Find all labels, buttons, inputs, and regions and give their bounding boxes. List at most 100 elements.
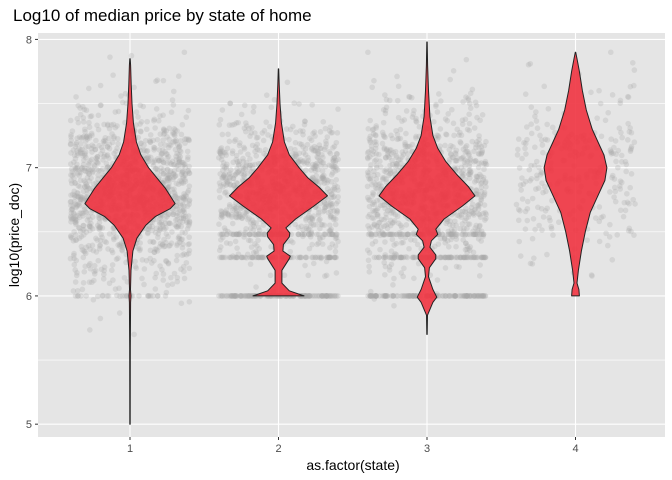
data-point xyxy=(290,123,296,130)
data-point xyxy=(376,180,383,187)
data-point xyxy=(627,146,634,153)
data-point xyxy=(399,231,406,238)
data-point xyxy=(306,293,313,299)
data-point xyxy=(168,170,174,176)
data-point xyxy=(249,217,255,224)
data-point xyxy=(367,293,374,299)
data-point xyxy=(216,149,223,155)
data-point xyxy=(625,93,631,100)
data-point xyxy=(228,212,235,218)
data-point xyxy=(317,163,324,169)
data-point xyxy=(314,145,320,151)
data-point xyxy=(309,161,316,168)
data-point xyxy=(374,171,381,178)
data-point xyxy=(321,146,328,153)
data-point xyxy=(157,215,163,221)
data-point xyxy=(75,183,82,189)
data-point xyxy=(150,239,156,245)
data-point xyxy=(172,127,179,133)
data-point xyxy=(78,194,85,200)
data-point xyxy=(327,188,333,195)
data-point xyxy=(167,242,173,249)
data-point xyxy=(68,232,74,239)
data-point xyxy=(313,177,320,184)
data-point xyxy=(516,238,523,245)
data-point xyxy=(151,257,157,264)
data-point xyxy=(237,149,244,155)
data-point xyxy=(394,136,401,143)
data-point xyxy=(144,148,151,154)
data-point xyxy=(137,140,144,146)
data-point xyxy=(305,293,312,299)
data-point xyxy=(313,172,320,179)
data-point xyxy=(365,213,372,220)
data-point xyxy=(133,109,140,115)
data-point xyxy=(382,293,388,299)
data-point xyxy=(624,190,630,197)
data-point xyxy=(310,130,316,137)
data-point xyxy=(80,222,87,229)
data-point xyxy=(186,234,192,241)
data-point xyxy=(300,227,306,233)
data-point xyxy=(308,215,315,222)
data-point xyxy=(80,210,86,217)
data-point xyxy=(479,147,486,154)
data-point xyxy=(448,231,454,237)
data-point xyxy=(332,254,339,261)
data-point xyxy=(383,211,389,217)
data-point xyxy=(173,257,180,264)
data-point xyxy=(398,293,405,299)
data-point xyxy=(322,231,328,238)
data-point xyxy=(439,231,446,238)
data-point xyxy=(81,157,87,164)
data-point xyxy=(152,165,159,172)
data-point xyxy=(71,170,77,177)
data-point xyxy=(133,265,140,271)
data-point xyxy=(389,254,396,261)
data-point xyxy=(320,175,326,181)
data-point xyxy=(69,172,76,179)
data-point xyxy=(390,293,397,299)
data-point xyxy=(524,198,531,205)
data-point xyxy=(397,234,404,240)
data-point xyxy=(235,161,242,167)
data-point xyxy=(438,98,444,104)
data-point xyxy=(237,293,244,299)
data-point xyxy=(230,175,237,182)
data-point xyxy=(159,221,166,228)
data-point xyxy=(395,114,402,121)
data-point xyxy=(453,151,459,157)
data-point xyxy=(319,175,326,182)
data-point xyxy=(180,168,186,175)
data-point xyxy=(300,128,306,134)
data-point xyxy=(331,143,338,150)
data-point xyxy=(86,279,93,285)
data-point xyxy=(221,149,227,156)
data-point xyxy=(232,293,239,299)
data-point xyxy=(401,293,407,299)
data-point xyxy=(462,149,469,155)
data-point xyxy=(398,270,405,276)
data-point xyxy=(175,161,182,168)
data-point xyxy=(619,179,625,186)
data-point xyxy=(68,137,75,144)
data-point xyxy=(296,254,303,261)
data-point xyxy=(409,141,416,148)
data-point xyxy=(297,140,303,147)
data-point xyxy=(224,231,230,238)
data-point xyxy=(74,166,80,172)
data-point xyxy=(223,163,230,170)
data-point xyxy=(255,254,262,261)
data-point xyxy=(310,260,317,267)
data-point xyxy=(224,211,231,218)
data-point xyxy=(309,174,316,181)
data-point xyxy=(381,232,387,238)
data-point xyxy=(167,168,174,175)
data-point xyxy=(377,202,384,209)
data-point xyxy=(364,150,371,156)
data-point xyxy=(80,152,86,159)
data-point xyxy=(332,182,338,188)
data-point xyxy=(175,166,182,173)
data-point xyxy=(383,154,389,161)
data-point xyxy=(183,251,190,258)
